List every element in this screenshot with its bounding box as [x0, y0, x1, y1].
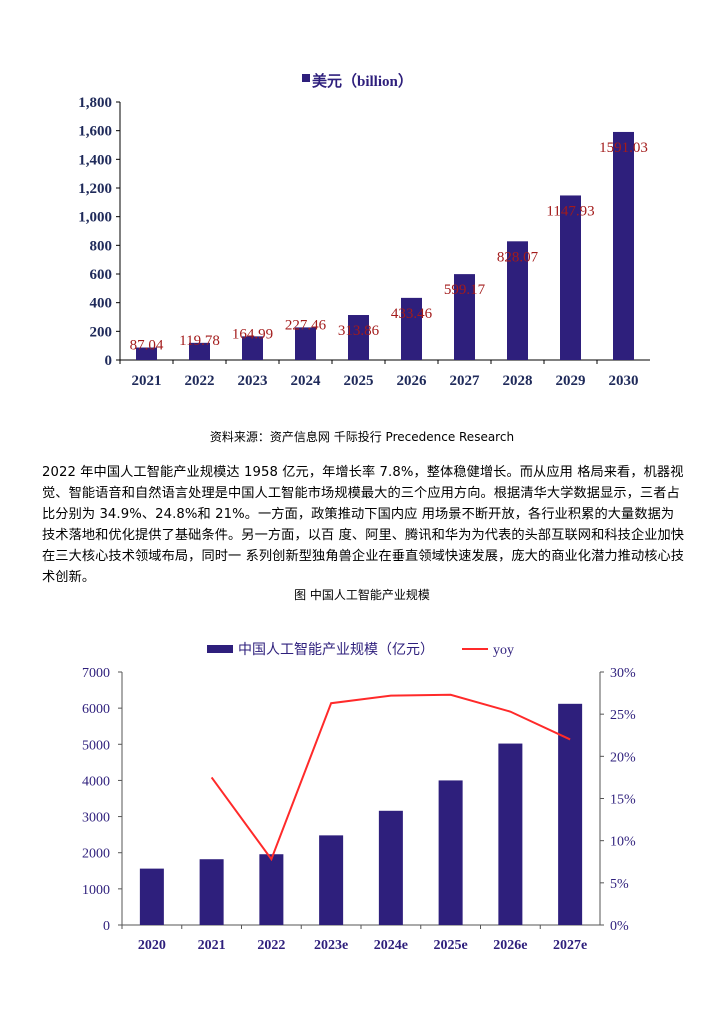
bar	[295, 327, 316, 360]
data-label: 433.46	[391, 306, 433, 322]
bar	[507, 241, 528, 360]
bar	[139, 868, 164, 925]
bar	[259, 854, 284, 925]
y-tick-label: 800	[90, 238, 113, 254]
x-tick-label: 2024	[291, 373, 322, 389]
y-tick-label: 200	[90, 324, 113, 340]
x-tick-label: 2030	[609, 373, 639, 389]
legend-label: 美元（billion）	[312, 72, 413, 90]
x-tick-label: 2021	[198, 938, 226, 953]
x-tick-label: 2029	[556, 373, 586, 389]
right-y-tick-label: 5%	[610, 877, 629, 892]
y-tick-label: 1,000	[78, 210, 112, 226]
right-y-tick-label: 30%	[610, 666, 636, 681]
y-tick-label: 1,200	[78, 181, 112, 197]
right-y-tick-label: 20%	[610, 750, 636, 765]
bar	[560, 195, 581, 360]
x-tick-label: 2023e	[314, 938, 348, 953]
data-label: 1591.03	[599, 140, 648, 156]
y-tick-label: 400	[90, 296, 113, 312]
right-y-tick-label: 10%	[610, 835, 636, 850]
left-y-tick-label: 5000	[82, 738, 110, 753]
data-label: 87.04	[130, 338, 164, 354]
data-label: 1147.93	[546, 203, 594, 219]
right-y-tick-label: 0%	[610, 919, 629, 934]
legend-bar-label: 中国人工智能产业规模（亿元）	[238, 642, 434, 658]
x-tick-label: 2024e	[374, 938, 408, 953]
data-label: 164.99	[232, 326, 273, 342]
left-y-tick-label: 2000	[82, 847, 110, 862]
chart-2-china-ai-scale: 中国人工智能产业规模（亿元） yoy 0 1000 2000 3000 4000 5000 60…	[82, 642, 636, 953]
bar	[199, 859, 224, 925]
legend-line-label: yoy	[493, 643, 514, 658]
body-paragraph: 2022 年中国人工智能产业规模达 1958 亿元，年增长率 7.8%，整体稳健…	[42, 465, 685, 585]
left-y-tick-label: 4000	[82, 774, 110, 789]
bar	[242, 336, 263, 360]
bar	[378, 810, 403, 925]
data-label: 227.46	[285, 317, 327, 333]
bar	[613, 131, 634, 360]
x-tick-label: 2025	[344, 373, 374, 389]
x-tick-label: 2022	[257, 938, 285, 953]
x-tick-label: 2022	[185, 373, 215, 389]
right-y-tick-label: 15%	[610, 793, 636, 808]
x-tick-label: 2026	[397, 373, 428, 389]
bar	[189, 342, 210, 360]
y-tick-label: 600	[90, 267, 113, 283]
data-label: 119.78	[179, 333, 220, 349]
x-tick-label: 2020	[138, 938, 166, 953]
left-y-tick-label: 7000	[82, 666, 110, 681]
left-y-tick-label: 1000	[82, 883, 110, 898]
y-tick-label: 1,400	[78, 152, 112, 168]
y-tick-label: 1,600	[78, 124, 112, 140]
x-tick-label: 2027e	[553, 938, 587, 953]
bar	[319, 835, 344, 925]
x-tick-label: 2027	[450, 373, 481, 389]
left-y-tick-label: 6000	[82, 702, 110, 717]
chart-1-usd-market: 美元（billion） 0 200 400 600 800 1,000 1,200 1,400 1…	[78, 72, 650, 389]
data-label: 599.17	[444, 282, 486, 298]
bar	[498, 743, 523, 925]
legend-swatch	[302, 74, 310, 82]
right-y-tick-label: 25%	[610, 708, 636, 723]
bar	[558, 703, 583, 925]
left-y-tick-label: 0	[103, 919, 110, 934]
bar	[136, 347, 157, 360]
x-tick-label: 2026e	[493, 938, 527, 953]
x-tick-label: 2028	[503, 373, 533, 389]
yoy-line	[210, 693, 571, 862]
y-tick-label: 1,800	[78, 95, 112, 111]
x-tick-label: 2021	[132, 373, 162, 389]
left-y-tick-label: 3000	[82, 811, 110, 826]
x-tick-label: 2025e	[434, 938, 468, 953]
figure-caption: 图 中国人工智能产业规模	[294, 588, 430, 602]
bar	[348, 315, 369, 360]
bar	[438, 780, 463, 925]
bar	[401, 297, 422, 360]
source-note: 资料来源：资产信息网 千际投行 Precedence Research	[209, 430, 515, 444]
data-label: 828.07	[497, 249, 539, 265]
data-label: 313.86	[338, 323, 380, 339]
legend-bar-swatch	[207, 645, 233, 653]
x-tick-label: 2023	[238, 373, 268, 389]
y-tick-label: 0	[105, 353, 113, 369]
bar	[454, 274, 475, 360]
